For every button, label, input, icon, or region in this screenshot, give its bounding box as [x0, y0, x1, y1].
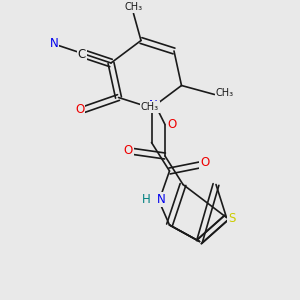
Text: CH₃: CH₃	[124, 2, 142, 12]
Text: N: N	[148, 99, 158, 112]
Text: O: O	[75, 103, 84, 116]
Text: S: S	[228, 212, 236, 226]
Text: N: N	[50, 37, 58, 50]
Text: N: N	[157, 193, 166, 206]
Text: H: H	[142, 193, 151, 206]
Text: O: O	[167, 118, 176, 131]
Text: C: C	[78, 48, 86, 62]
Text: CH₃: CH₃	[216, 88, 234, 98]
Text: O: O	[200, 156, 209, 169]
Text: O: O	[124, 143, 133, 157]
Text: CH₃: CH₃	[141, 102, 159, 112]
